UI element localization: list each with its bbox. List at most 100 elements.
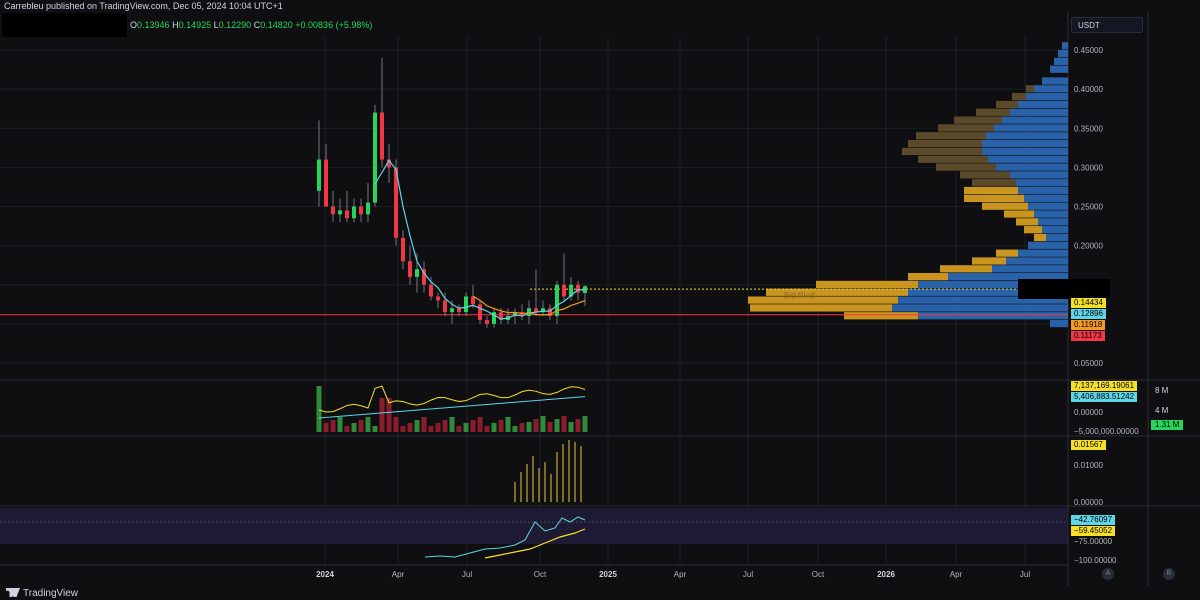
volume-bar [463, 423, 469, 432]
profile-bar-ask [1016, 179, 1068, 187]
volume-histogram [316, 385, 588, 432]
oscillator-tick-label: 0.01000 [1074, 461, 1103, 470]
candle-body [534, 308, 538, 313]
profile-bar-ask [1024, 194, 1068, 202]
volume-bar [421, 417, 427, 432]
footer-bar [0, 586, 1200, 600]
rsi-band [0, 508, 1068, 544]
candle-body [408, 261, 412, 277]
candle-body [471, 296, 475, 305]
profile-bar-ask [1034, 210, 1068, 218]
volume-bar [442, 420, 448, 432]
profile-bar-ask [892, 304, 1068, 312]
volume-bar [484, 426, 490, 432]
profile-bar-ask [982, 139, 1068, 148]
volume-bar [400, 426, 406, 432]
candle-body [443, 300, 447, 313]
candlestick-series [317, 57, 587, 328]
time-tick-label: Jul [1020, 570, 1030, 579]
price-tag-2: 0.12896 [1071, 309, 1106, 319]
profile-bar-bid [976, 108, 1010, 116]
rsi-lines [424, 516, 586, 559]
candle-body [576, 284, 580, 293]
settings-button[interactable]: B [1163, 568, 1175, 580]
candle-body [485, 319, 489, 324]
profile-bar-bid [918, 155, 988, 163]
profile-bar-bid [964, 194, 1024, 202]
candle-body [415, 269, 419, 277]
time-tick-label: 2024 [316, 570, 334, 579]
profile-bar-ask [1050, 319, 1068, 328]
profile-bar-bid [748, 296, 898, 304]
tradingview-logo-icon [6, 588, 20, 597]
time-tick-label: 2025 [599, 570, 617, 579]
volume-tick-label: −5,000,000.00000 [1074, 427, 1139, 436]
profile-bar-bid [972, 257, 1006, 265]
ma-slow-line [472, 295, 586, 316]
price-tick-label: 0.25000 [1074, 203, 1103, 212]
candle-body [331, 206, 335, 215]
profile-bar-bid [996, 100, 1018, 109]
candle-body [394, 167, 398, 238]
profile-bar-ask [1042, 226, 1068, 234]
profile-bar-ask [996, 163, 1068, 171]
candle-body [450, 308, 454, 313]
volume-bar [337, 417, 343, 432]
profile-bar-ask [1002, 116, 1068, 124]
candle-body [548, 308, 552, 317]
moving-averages [374, 159, 586, 320]
tradingview-logo[interactable]: TradingView [6, 588, 78, 599]
candle-body [324, 159, 328, 207]
volume-value-badge: 1.31 M [1151, 420, 1184, 430]
volume-tag-2: 5,406,883.51242 [1071, 392, 1138, 402]
profile-bar-bid [844, 312, 918, 320]
profile-bar-ask [1010, 171, 1068, 179]
profile-bar-bid [972, 179, 1016, 187]
price-tick-label: 0.20000 [1074, 242, 1103, 251]
volume-bar [561, 416, 567, 432]
volume-tick-label: 0.00000 [1074, 408, 1103, 417]
auto-scale-button[interactable]: A [1102, 568, 1114, 580]
candle-body [352, 206, 356, 219]
volume-bar [358, 420, 364, 432]
currency-unit-button[interactable]: USDT [1071, 17, 1143, 33]
volume-bar [379, 398, 385, 432]
volume-bar [414, 420, 420, 432]
profile-bar-ask [1018, 249, 1068, 257]
candle-body [429, 284, 433, 297]
volume-bar [330, 420, 336, 432]
volume-tag-1: 7,137,169.19061 [1071, 381, 1138, 391]
profile-bar-bid [964, 186, 1018, 195]
profile-bar-bid [766, 288, 908, 296]
profile-bar-bid [908, 273, 948, 281]
pane-backgrounds [0, 12, 1200, 586]
candle-body [478, 304, 482, 320]
volume-bar [568, 422, 574, 432]
candle-body [373, 112, 377, 203]
profile-bar-ask [1058, 50, 1068, 58]
volume-bar [365, 417, 371, 432]
volume-bar [470, 420, 476, 432]
time-tick-label: 2026 [877, 570, 895, 579]
profile-bar-bid [940, 265, 992, 273]
redacted-price-tag [1018, 279, 1110, 299]
publisher-bar: Carrebleu published on TradingView.com, … [0, 0, 1200, 12]
candle-body [457, 308, 461, 313]
volume-bar [456, 426, 462, 432]
publisher-line: Carrebleu published on TradingView.com, … [4, 1, 283, 11]
volume-bar [435, 423, 441, 432]
volume-bar [512, 426, 518, 432]
volume-bar [582, 416, 588, 432]
profile-bar-ask [1050, 65, 1068, 73]
profile-bar-bid [996, 249, 1018, 257]
candle-body [359, 206, 363, 215]
profile-bar-ask [1018, 100, 1068, 109]
profile-bar-ask [1028, 202, 1068, 210]
profile-bar-ask [898, 296, 1068, 304]
profile-bar-ask [982, 147, 1068, 156]
candle-body [366, 202, 370, 215]
time-tick-label: Oct [534, 570, 547, 579]
rsi-slow-line [484, 528, 586, 559]
candle-body [513, 312, 517, 317]
